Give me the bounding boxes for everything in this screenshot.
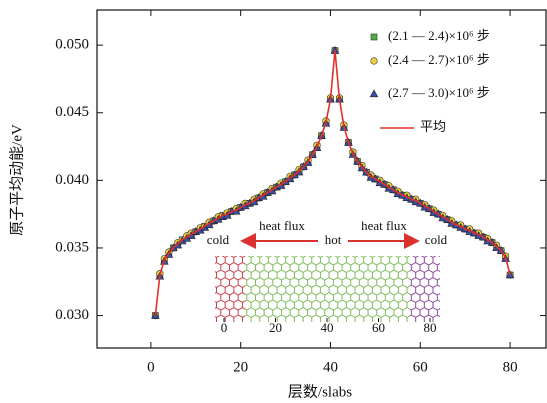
x-tick-label: 20 <box>233 359 248 375</box>
inset-cold-right <box>410 256 440 322</box>
inset-label: cold <box>425 232 448 247</box>
inset-tick-label: 0 <box>221 320 228 335</box>
inset-middle <box>245 256 410 322</box>
inset-label: heat flux <box>259 218 305 233</box>
y-tick-label: 0.035 <box>55 239 89 255</box>
inset-tick-label: 60 <box>372 320 385 335</box>
x-axis-title: 层数/slabs <box>288 383 352 400</box>
inset-tick-label: 20 <box>269 320 282 335</box>
inset-label: cold <box>207 232 230 247</box>
y-tick-label: 0.050 <box>55 37 89 53</box>
legend-label: (2.4 — 2.7)×10⁶ 步 <box>388 52 490 67</box>
x-tick-label: 60 <box>413 359 428 375</box>
y-tick-label: 0.045 <box>55 104 89 120</box>
y-axis-title: 原子平均动能/eV <box>8 124 25 236</box>
inset: cold hot cold heat flux heat flux <box>207 218 448 322</box>
legend-label: 平均 <box>420 119 446 134</box>
legend-label: (2.7 — 3.0)×10⁶ 步 <box>388 85 490 100</box>
plot-frame <box>96 9 547 349</box>
x-tick-label: 0 <box>147 359 155 375</box>
inset-tick-label: 80 <box>424 320 437 335</box>
x-tick-label: 40 <box>323 359 338 375</box>
x-tick-label: 80 <box>503 359 518 375</box>
inset-cold-left <box>215 256 245 322</box>
legend-marker <box>370 33 378 41</box>
legend-marker <box>369 89 379 98</box>
inset-label: hot <box>325 232 342 247</box>
legend-marker <box>370 57 378 65</box>
average-line <box>154 50 511 316</box>
legend-label: (2.1 — 2.4)×10⁶ 步 <box>388 28 490 43</box>
inset-label: heat flux <box>361 218 407 233</box>
y-tick-label: 0.030 <box>55 307 89 323</box>
y-tick-label: 0.040 <box>55 172 89 188</box>
inset-tick-label: 40 <box>321 320 334 335</box>
